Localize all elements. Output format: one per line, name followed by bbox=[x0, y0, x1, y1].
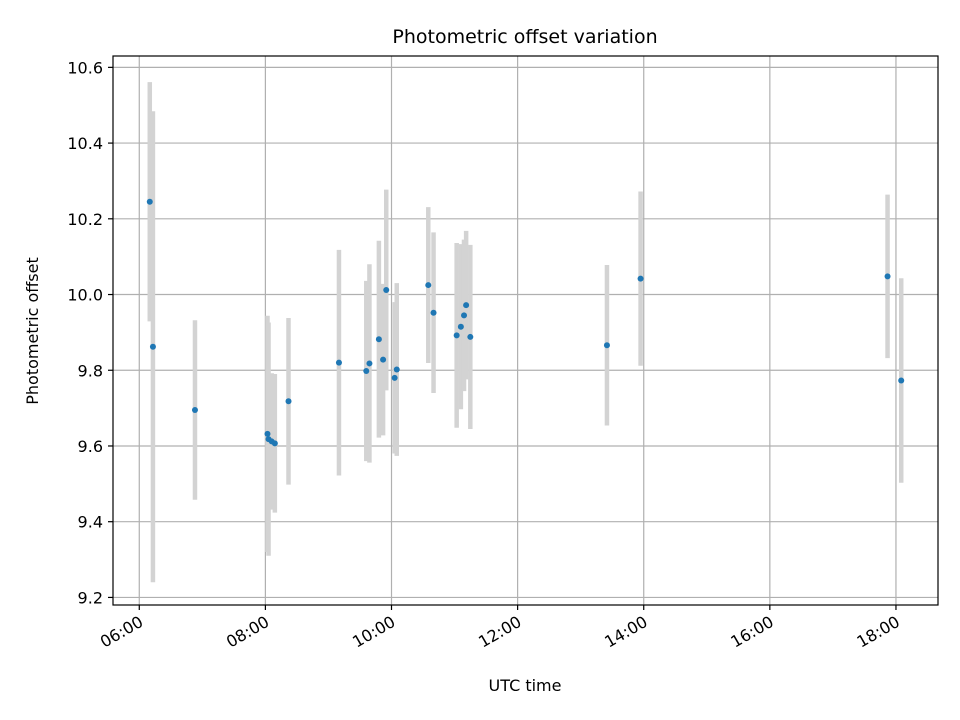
data-point bbox=[898, 377, 905, 384]
y-tick-label: 9.4 bbox=[78, 513, 103, 532]
data-point bbox=[383, 286, 390, 293]
x-tick-label: 14:00 bbox=[601, 612, 650, 652]
plot-frame bbox=[112, 55, 939, 606]
data-point bbox=[264, 430, 271, 437]
y-tick-label: 10.2 bbox=[67, 210, 103, 229]
data-point bbox=[191, 407, 198, 414]
data-point bbox=[285, 398, 292, 405]
x-axis-label: UTC time bbox=[489, 676, 562, 695]
y-axis-ticks: 9.2 9.4 9.6 9.8 10.0 10.2 10.4 10.6 bbox=[67, 58, 113, 607]
data-point bbox=[453, 332, 460, 339]
x-tick-label: 16:00 bbox=[727, 612, 776, 652]
data-point bbox=[603, 342, 610, 349]
data-point bbox=[335, 359, 342, 366]
y-axis-label: Photometric offset bbox=[23, 257, 42, 405]
y-tick-label: 10.4 bbox=[67, 134, 103, 153]
y-tick-label: 10.6 bbox=[67, 58, 103, 77]
x-tick-label: 10:00 bbox=[349, 612, 398, 652]
data-point bbox=[637, 275, 644, 282]
grid-lines bbox=[113, 56, 938, 605]
data-point bbox=[366, 360, 373, 367]
chart-title: Photometric offset variation bbox=[392, 26, 657, 48]
y-tick-label: 9.2 bbox=[78, 588, 103, 607]
y-tick-label: 9.8 bbox=[78, 361, 103, 380]
data-point bbox=[391, 374, 398, 381]
data-point bbox=[457, 323, 464, 330]
x-axis-ticks: 06:00 08:00 10:00 12:00 14:00 16:00 18:00 bbox=[97, 605, 903, 652]
data-point bbox=[430, 309, 437, 316]
y-tick-label: 10.0 bbox=[67, 286, 103, 305]
data-point bbox=[463, 302, 470, 309]
data-point bbox=[271, 440, 278, 447]
data-point bbox=[884, 273, 891, 280]
data-point bbox=[393, 366, 400, 373]
data-point bbox=[149, 343, 156, 350]
x-tick-label: 12:00 bbox=[475, 612, 524, 652]
x-tick-label: 08:00 bbox=[223, 612, 272, 652]
data-point bbox=[467, 333, 474, 340]
x-tick-label: 18:00 bbox=[854, 612, 903, 652]
data-point bbox=[146, 198, 153, 205]
data-point bbox=[461, 312, 468, 319]
y-tick-label: 9.6 bbox=[78, 437, 103, 456]
data-points bbox=[146, 198, 905, 447]
error-bars bbox=[147, 82, 904, 583]
data-point bbox=[380, 356, 387, 363]
data-point bbox=[425, 282, 432, 289]
data-point bbox=[363, 368, 370, 375]
data-point bbox=[375, 336, 382, 343]
x-tick-label: 06:00 bbox=[97, 612, 146, 652]
